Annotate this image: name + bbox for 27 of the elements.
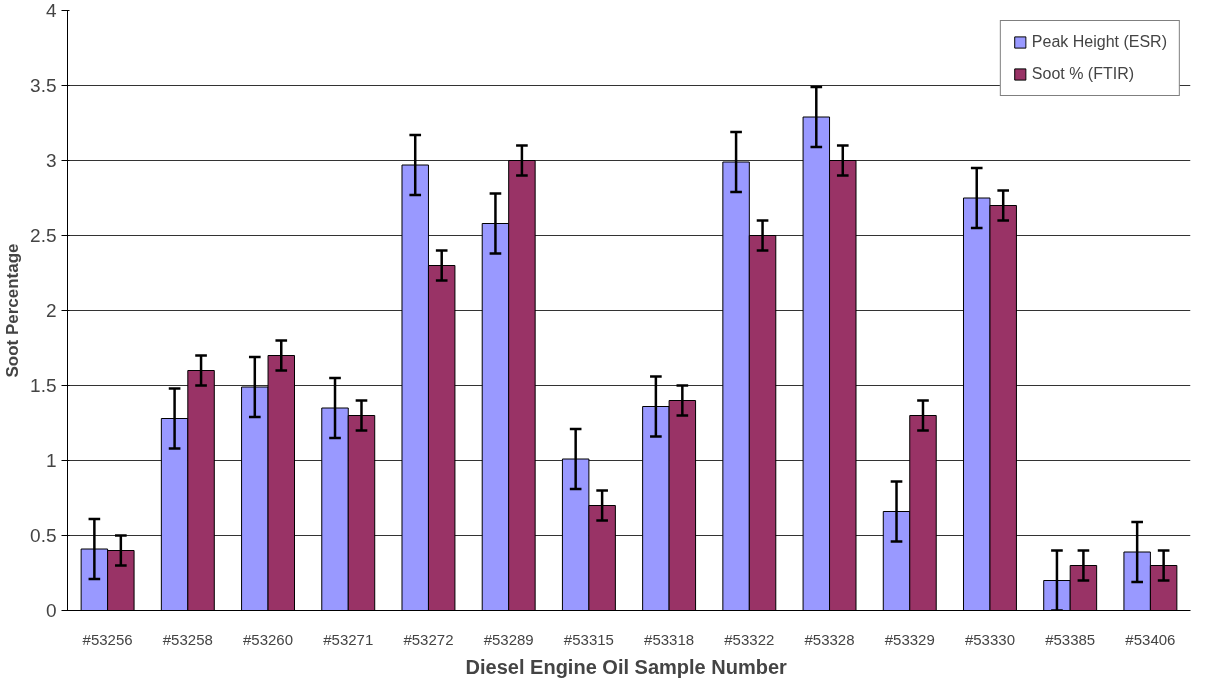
x-tick-label: #53315 (563, 630, 614, 648)
y-tick-label: 2.5 (30, 225, 57, 246)
x-tick-label: #53328 (804, 630, 855, 648)
x-tick-label: #53260 (243, 630, 294, 648)
y-tick-label: 0 (45, 600, 57, 621)
x-tick-label: #53272 (403, 630, 454, 648)
x-tick-label: #53329 (884, 630, 935, 648)
x-tick-label: #53289 (483, 630, 534, 648)
x-axis-title: Diesel Engine Oil Sample Number (465, 655, 788, 678)
x-tick-label: #53258 (162, 630, 213, 648)
x-tick-label: #53322 (724, 630, 775, 648)
y-tick-label: 2 (45, 300, 57, 321)
y-axis-title: Soot Percentage (3, 243, 23, 378)
x-tick-label: #53406 (1125, 630, 1176, 648)
y-tick-label: 3 (45, 150, 57, 171)
y-tick-label: 4 (45, 0, 57, 21)
x-tick-label: #53256 (82, 630, 133, 648)
y-tick-label: 0.5 (30, 525, 57, 546)
x-tick-label: #53385 (1045, 630, 1096, 648)
y-tick-label: 1.5 (30, 375, 57, 396)
x-tick-label: #53318 (644, 630, 695, 648)
x-tick-label: #53330 (964, 630, 1015, 648)
legend-label: Peak Height (ESR) (1031, 33, 1167, 51)
y-tick-label: 3.5 (30, 75, 57, 96)
y-tick-label: 1 (45, 450, 57, 471)
legend-label: Soot % (FTIR) (1031, 65, 1135, 83)
x-tick-label: #53271 (323, 630, 374, 648)
